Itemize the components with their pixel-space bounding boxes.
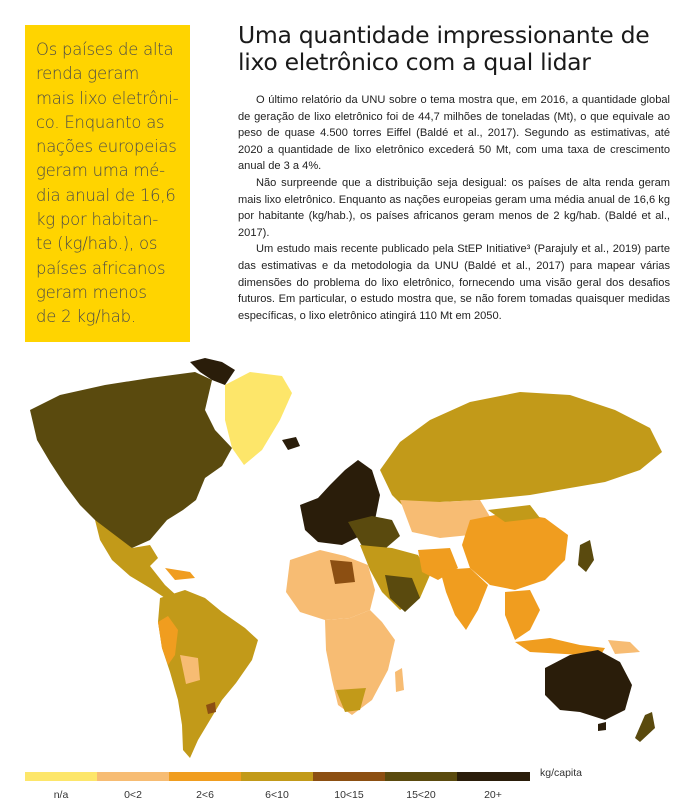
callout-text: Os países de alta renda geram mais lixo … <box>36 38 180 330</box>
callout-line: geram menos <box>36 282 147 302</box>
legend-label: 2<6 <box>196 789 214 801</box>
headline-line: Uma quantidade impressionante de <box>238 21 650 49</box>
article-paragraph: O último relatório da UNU sobre o tema m… <box>238 94 670 173</box>
south-africa-shape <box>336 688 366 712</box>
callout-line: geram uma mé- <box>36 161 165 181</box>
article-body: O último relatório da UNU sobre o tema m… <box>238 92 670 324</box>
caribbean-shape <box>165 568 195 580</box>
legend-swatch <box>25 772 97 781</box>
japan-shape <box>578 540 594 572</box>
legend-swatch <box>313 772 385 781</box>
callout-line: de 2 kg/hab. <box>36 307 136 327</box>
south-america-shape <box>158 590 258 758</box>
legend-unit: kg/capita <box>540 767 583 779</box>
australia-shape <box>545 650 632 720</box>
callout-line: dia anual de 16,6 <box>36 185 176 205</box>
libya-shape <box>330 560 355 584</box>
china-shape <box>462 512 568 590</box>
mexico-shape <box>95 520 176 600</box>
callout-line: kg por habitan- <box>36 210 159 230</box>
article-paragraph: Um estudo mais recente publicado pela St… <box>238 243 670 322</box>
southeast-asia-shape <box>505 590 540 640</box>
legend-label: 0<2 <box>124 789 142 801</box>
greenland-shape <box>225 372 292 465</box>
andes-region-shape <box>158 616 178 665</box>
legend-swatch <box>169 772 241 781</box>
legend-swatch <box>457 772 530 781</box>
north-america-shape <box>30 372 232 548</box>
callout-line: renda geram <box>36 64 139 84</box>
legend-swatch <box>385 772 457 781</box>
legend-label: 6<10 <box>265 789 289 801</box>
callout-line: co. Enquanto as <box>36 112 165 132</box>
article-paragraph: Não surpreende que a distribuição seja d… <box>238 176 670 239</box>
callout-line: te (kg/hab.), os <box>36 234 158 254</box>
arctic-islands-shape <box>190 358 235 385</box>
headline-line: lixo eletrônico com a qual lidar <box>238 48 591 76</box>
legend-label: 15<20 <box>406 789 436 801</box>
madagascar-shape <box>395 668 404 692</box>
callout-line: países africanos <box>36 258 166 278</box>
iceland-shape <box>282 437 300 450</box>
world-map <box>30 358 662 758</box>
africa-south-shape <box>325 610 395 715</box>
map-legend: kg/capita n/a 0<2 2<6 6<10 10<15 15<20 2… <box>25 767 665 810</box>
bolivia-shape <box>180 655 200 684</box>
new-guinea-shape <box>608 640 640 654</box>
tasmania-shape <box>598 722 606 731</box>
indonesia-shape <box>515 638 605 656</box>
legend-label: n/a <box>53 789 69 801</box>
mongolia-shape <box>488 505 540 522</box>
eastern-europe-shape <box>348 516 400 548</box>
legend-label: 20+ <box>484 789 502 801</box>
india-shape <box>440 568 488 630</box>
page-headline: Uma quantidade impressionante de lixo el… <box>238 22 678 76</box>
callout-line: mais lixo eletrôni- <box>36 88 179 108</box>
new-zealand-shape <box>635 712 655 742</box>
highlight-callout: Os países de alta renda geram mais lixo … <box>25 25 190 342</box>
legend-swatch <box>97 772 169 781</box>
russia-shape <box>380 392 662 508</box>
legend-label: 10<15 <box>334 789 364 801</box>
legend-swatch <box>241 772 313 781</box>
callout-line: nações europeias <box>36 137 177 157</box>
callout-line: Os países de alta <box>36 40 174 59</box>
uruguay-shape <box>206 702 216 714</box>
saudi-arabia-shape <box>385 575 420 612</box>
